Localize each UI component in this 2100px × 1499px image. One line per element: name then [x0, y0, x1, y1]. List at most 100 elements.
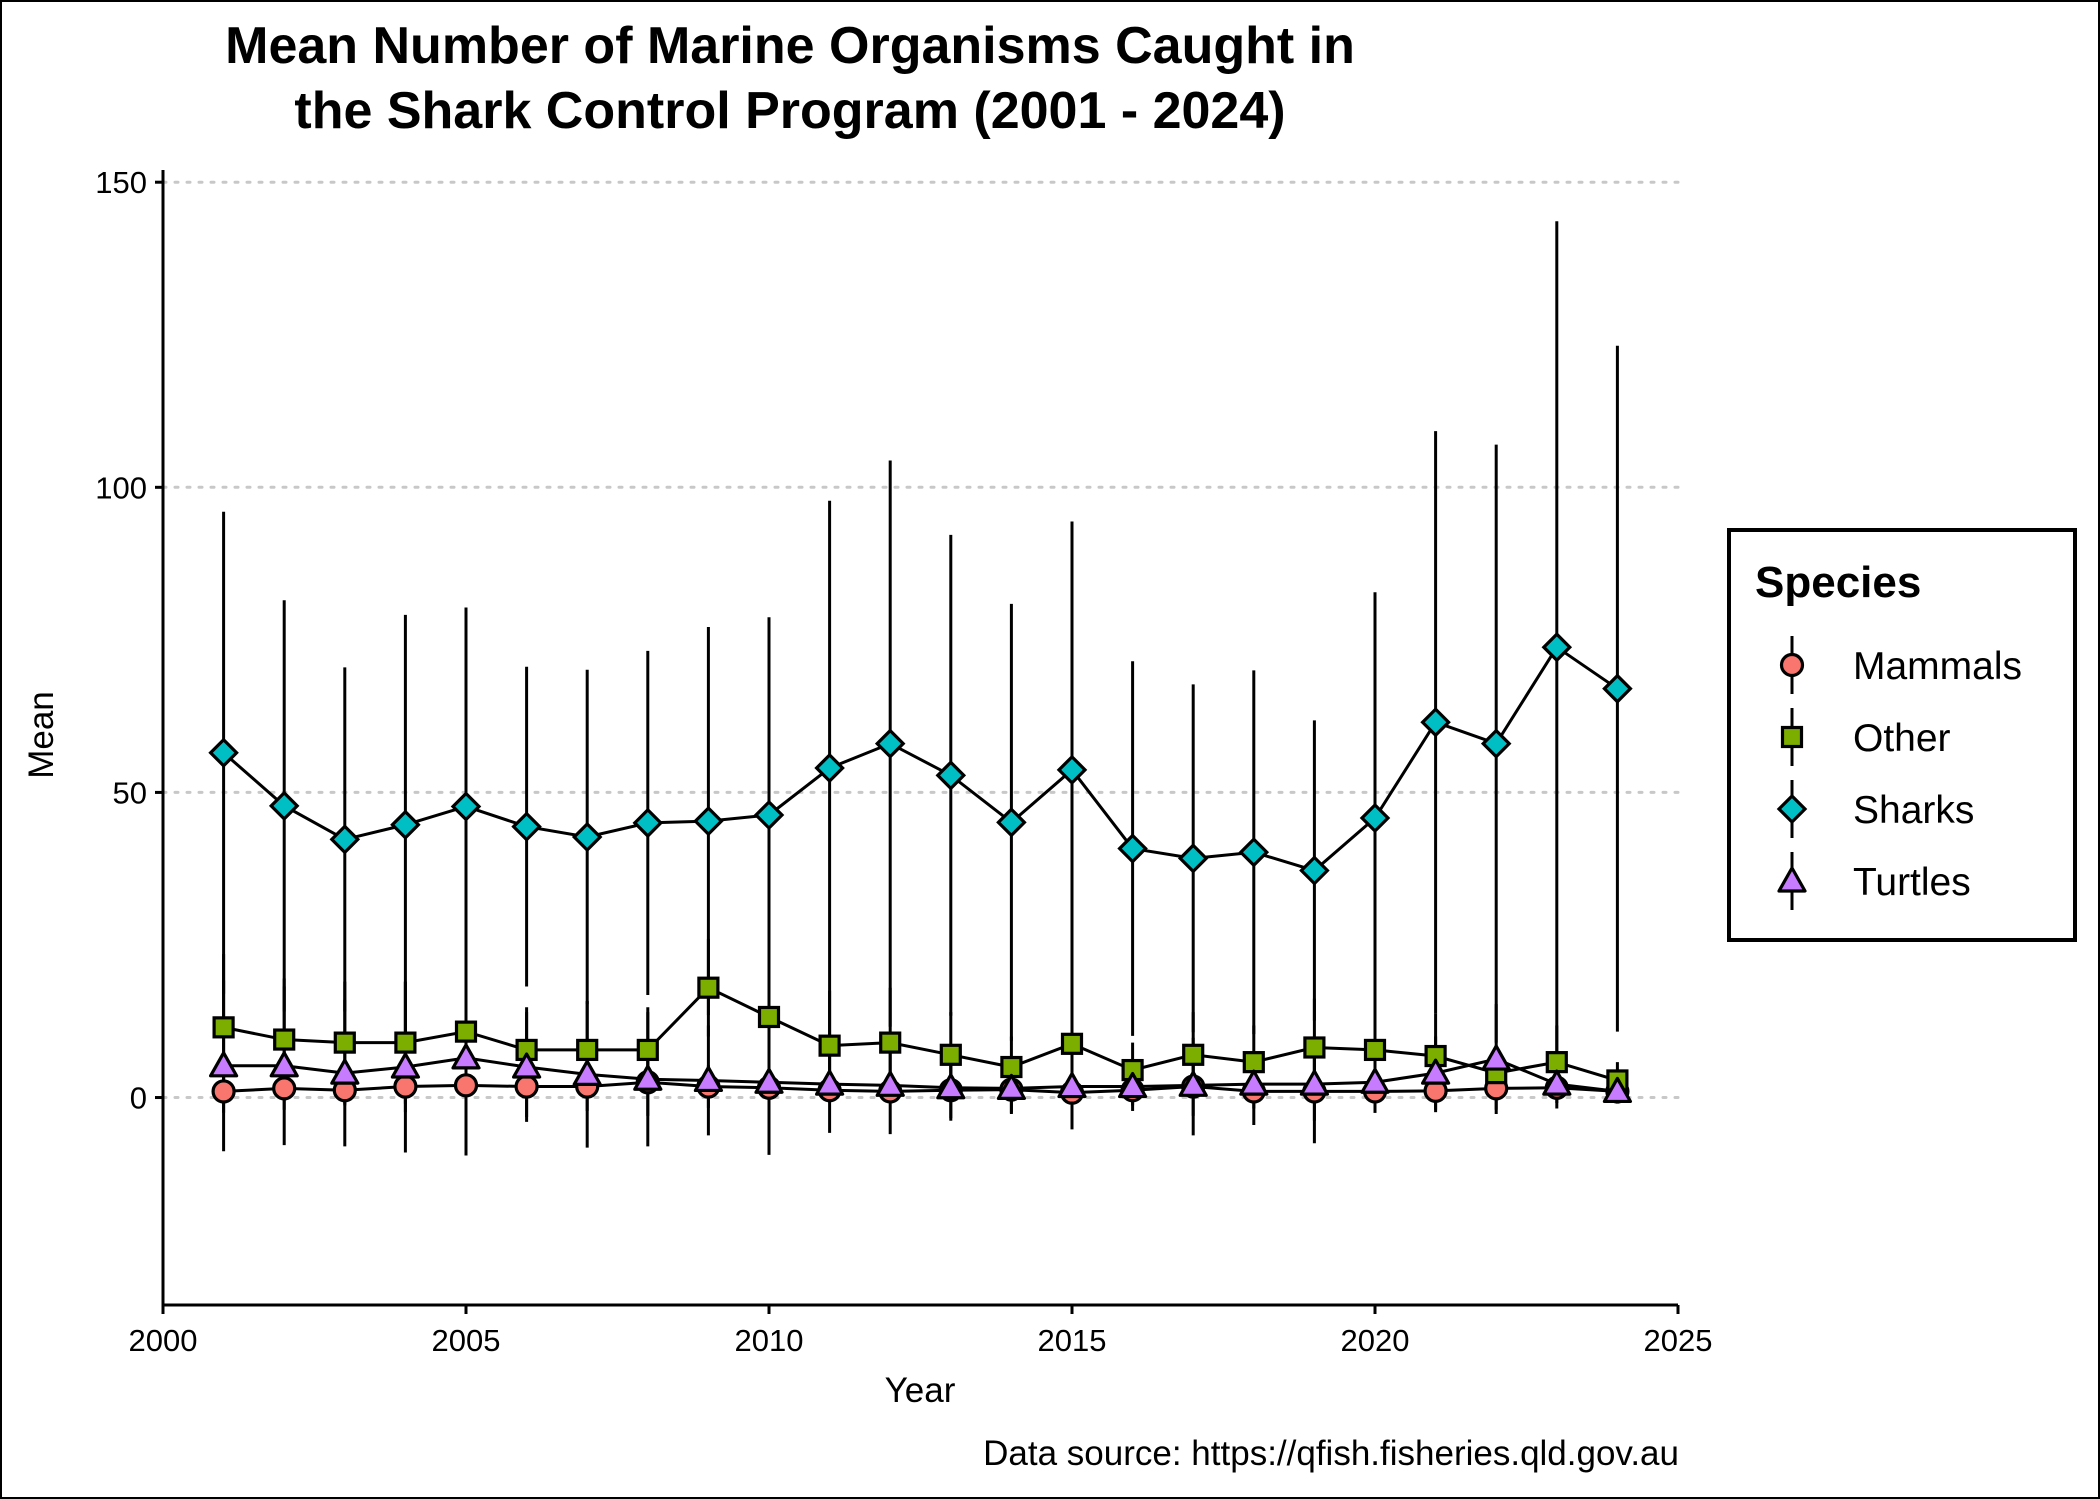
chart-title-line-2: the Shark Control Program (2001 - 2024): [294, 82, 1285, 140]
point-other-2005: [454, 1020, 478, 1043]
point-sharks-2008: [632, 807, 664, 839]
point-sharks-2024: [1602, 673, 1633, 704]
point-sharks-2013: [935, 760, 967, 791]
point-sharks-2021: [1420, 706, 1451, 738]
line-turtles: [223, 1056, 1618, 1093]
point-turtles-2019: [1299, 1069, 1330, 1096]
point-turtles-2007: [572, 1059, 602, 1086]
legend-marker-turtles: [1777, 866, 1807, 893]
point-sharks-2015: [1056, 754, 1088, 786]
y-axis-ticks: 0 50 100 150: [95, 165, 163, 1116]
legend-title: Species: [1755, 558, 1921, 607]
legend-label-mammals: Mammals: [1853, 645, 2022, 688]
point-turtles-2012: [875, 1070, 905, 1097]
point-other-2015: [1060, 1032, 1084, 1055]
point-other-2009: [697, 976, 720, 999]
point-other-2004: [394, 1031, 417, 1054]
point-other-2017: [1182, 1043, 1205, 1066]
point-turtles-2011: [814, 1069, 845, 1096]
x-tick-label-2020: 2020: [1341, 1323, 1410, 1358]
point-turtles-2023: [1542, 1069, 1572, 1096]
x-tick-label-2005: 2005: [432, 1323, 501, 1358]
legend-label-turtles: Turtles: [1853, 861, 1971, 904]
point-turtles-2017: [1178, 1070, 1208, 1097]
point-mammals-2004: [393, 1074, 418, 1099]
point-sharks-2018: [1238, 836, 1270, 868]
point-mammals-2006: [514, 1074, 539, 1099]
x-tick-label-2025: 2025: [1644, 1323, 1713, 1358]
point-other-2008: [636, 1038, 659, 1062]
point-turtles-2003: [330, 1058, 360, 1085]
point-turtles-2010: [754, 1067, 784, 1094]
point-other-2020: [1363, 1038, 1387, 1062]
chart-title-line-1: Mean Number of Marine Organisms Caught i…: [225, 17, 1355, 75]
point-sharks-2001: [208, 737, 239, 769]
point-turtles-2013: [936, 1073, 966, 1100]
point-turtles-2008: [633, 1064, 663, 1091]
point-other-2002: [273, 1028, 296, 1051]
line-other: [223, 985, 1618, 1082]
point-turtles-2006: [511, 1052, 542, 1079]
legend-marker-sharks: [1776, 793, 1808, 825]
x-tick-label-2010: 2010: [735, 1323, 804, 1358]
point-turtles-2002: [269, 1051, 299, 1078]
point-turtles-2016: [1117, 1071, 1148, 1099]
point-turtles-2022: [1481, 1044, 1511, 1071]
line-sharks: [222, 645, 1619, 873]
point-turtles-2001: [209, 1051, 239, 1078]
point-sharks-2016: [1117, 833, 1148, 864]
point-other-2023: [1545, 1051, 1568, 1074]
point-other-2013: [939, 1043, 962, 1066]
point-sharks-2006: [511, 811, 542, 842]
x-axis-title: Year: [885, 1371, 956, 1410]
point-turtles-2020: [1360, 1067, 1390, 1094]
series-lines: [222, 645, 1619, 1095]
point-sharks-2002: [268, 790, 300, 822]
point-mammals-2002: [272, 1076, 297, 1101]
legend-marker-other: [1780, 725, 1804, 749]
x-axis-ticks: 2000 2005 2010 2015 2020 2025: [129, 1305, 1713, 1358]
point-other-2001: [212, 1016, 235, 1039]
data-source-caption: Data source: https://qfish.fisheries.qld…: [983, 1434, 1679, 1473]
point-sharks-2003: [329, 824, 361, 855]
point-mammals-2001: [211, 1079, 236, 1104]
y-tick-label-50: 50: [113, 775, 147, 810]
point-turtles-2009: [693, 1065, 724, 1093]
point-sharks-2023: [1541, 631, 1573, 663]
legend-items: Mammals Other Sharks Turtles: [1776, 636, 2022, 910]
point-sharks-2009: [693, 805, 724, 837]
point-turtles-2005: [451, 1043, 481, 1070]
point-turtles-2004: [390, 1052, 420, 1079]
point-other-2003: [333, 1031, 356, 1054]
point-other-2019: [1303, 1036, 1326, 1059]
point-sharks-2019: [1299, 855, 1330, 886]
point-other-2007: [576, 1038, 599, 1062]
y-tick-label-150: 150: [95, 165, 147, 200]
point-other-2014: [1000, 1055, 1023, 1079]
point-sharks-2012: [874, 728, 906, 759]
point-sharks-2014: [996, 807, 1027, 838]
point-sharks-2011: [814, 752, 845, 784]
point-sharks-2004: [390, 809, 421, 841]
legend-label-sharks: Sharks: [1853, 789, 1974, 832]
point-sharks-2022: [1480, 728, 1512, 759]
point-turtles-2021: [1420, 1058, 1451, 1085]
point-sharks-2017: [1177, 843, 1209, 874]
point-turtles-2024: [1602, 1076, 1633, 1104]
y-tick-label-100: 100: [95, 470, 147, 505]
point-sharks-2020: [1359, 802, 1391, 834]
point-turtles-2015: [1057, 1071, 1087, 1099]
point-mammals-2005: [453, 1073, 479, 1098]
point-sharks-2010: [753, 799, 785, 831]
y-tick-label-0: 0: [130, 1081, 147, 1116]
point-sharks-2007: [571, 821, 603, 853]
point-sharks-2005: [450, 791, 482, 822]
error-bars: [222, 221, 1619, 1156]
point-other-2012: [879, 1031, 902, 1054]
point-other-2011: [818, 1034, 841, 1057]
legend-marker-mammals: [1779, 652, 1805, 678]
point-turtles-2018: [1239, 1069, 1269, 1096]
gridlines: [161, 180, 1680, 1100]
data-points: [208, 631, 1633, 1105]
